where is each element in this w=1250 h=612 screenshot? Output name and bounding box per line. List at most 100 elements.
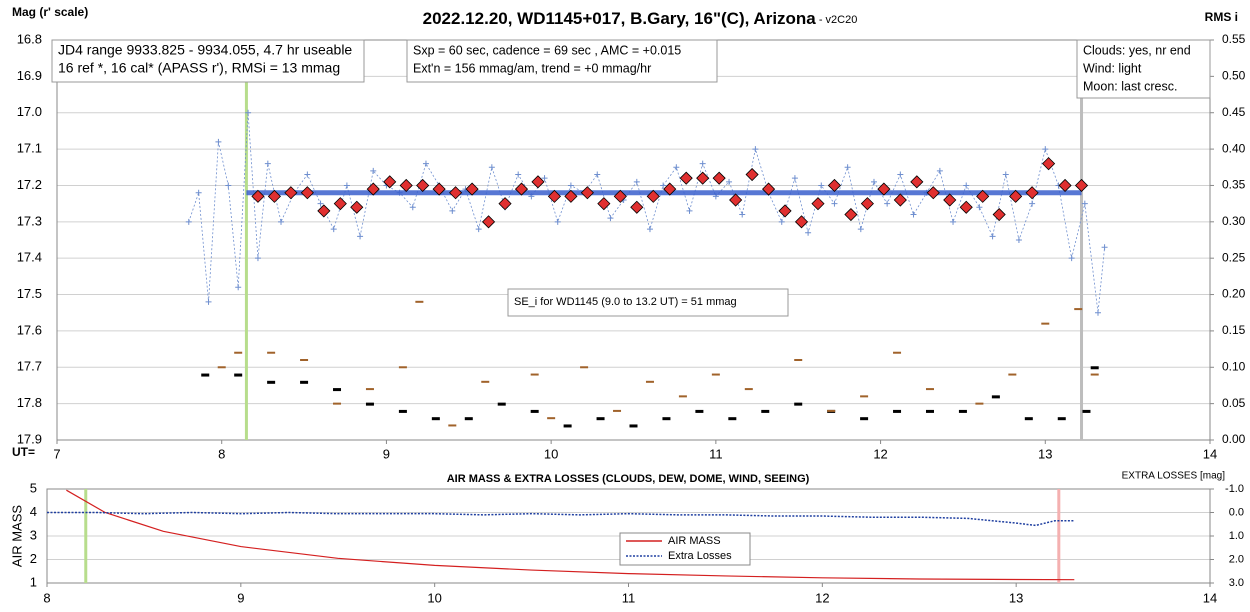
title: 2022.12.20, WD1145+017, B.Gary, 16"(C), … [423, 9, 817, 28]
legend-box [619, 532, 751, 566]
point [217, 366, 226, 369]
point [365, 388, 374, 391]
y-tick-label: 17.1 [17, 141, 42, 156]
point [686, 207, 693, 214]
point [300, 186, 314, 200]
y2-tick-label: 0.50 [1222, 69, 1246, 83]
point [267, 189, 281, 203]
point [613, 189, 627, 203]
point [630, 200, 644, 214]
point [1094, 309, 1101, 316]
point [251, 189, 265, 203]
point [333, 402, 342, 405]
y2-tick-label: 0.00 [1222, 432, 1246, 446]
y2-tick-label: 0.20 [1222, 287, 1246, 301]
point [728, 417, 737, 421]
x-tick-label: 14 [1203, 590, 1217, 605]
annotation: JD4 range 9933.825 - 9934.055, 4.7 hr us… [58, 42, 352, 58]
x-tick-label: 11 [622, 590, 636, 605]
point [663, 182, 677, 196]
point [264, 160, 271, 167]
y-axis-label: AIR MASS [9, 505, 24, 567]
point [195, 189, 202, 196]
point [547, 417, 556, 420]
y2-axis-label: EXTRA LOSSES [mag] [1122, 471, 1226, 482]
point [959, 200, 973, 214]
point [831, 200, 838, 207]
point [399, 178, 413, 193]
annotation: Wind: light [1083, 61, 1142, 75]
y2-tick-label: 0.25 [1222, 250, 1246, 264]
point [844, 164, 851, 171]
point [498, 197, 512, 211]
y2-tick-label: 0.40 [1222, 141, 1246, 155]
point [488, 164, 495, 171]
annotation-box [507, 288, 789, 317]
x-tick-label: 10 [544, 446, 558, 461]
point [975, 402, 984, 405]
y2-tick-label: 0.10 [1222, 359, 1246, 373]
point [762, 182, 776, 196]
point [317, 200, 324, 207]
point [860, 197, 874, 211]
y2-tick-label: 0.0 [1229, 506, 1244, 518]
point [267, 380, 276, 384]
y2-tick-label: 0.15 [1222, 323, 1246, 337]
point [1101, 244, 1108, 251]
y2-tick-label: 0.05 [1222, 396, 1246, 410]
point [958, 409, 967, 413]
point [564, 189, 578, 203]
point [343, 182, 350, 189]
point [857, 226, 864, 233]
point [893, 193, 907, 207]
annotation: SE_i for WD1145 (9.0 to 13.2 UT) = 51 mm… [514, 296, 737, 308]
point [897, 171, 904, 178]
point [431, 417, 440, 421]
chart-title: 2022.12.20, WD1145+017, B.Gary, 16"(C), … [423, 9, 858, 28]
point [818, 182, 825, 189]
y-tick-label: 17.0 [17, 104, 42, 119]
point [357, 233, 364, 240]
point [596, 417, 605, 421]
point [963, 182, 970, 189]
point [860, 417, 869, 421]
point [448, 424, 457, 427]
point [497, 402, 506, 406]
point [1074, 178, 1089, 193]
point [791, 175, 798, 182]
point [1015, 237, 1022, 243]
point [794, 215, 809, 229]
point [893, 351, 902, 354]
point [597, 197, 611, 211]
line [47, 511, 1075, 527]
x-tick-label: 14 [1203, 446, 1217, 461]
point [1058, 178, 1072, 193]
x-tick-label: 11 [709, 446, 723, 461]
point [870, 178, 877, 185]
annotation-box [406, 39, 718, 83]
point [729, 193, 743, 207]
point [662, 417, 671, 421]
point [1082, 409, 1091, 413]
point [925, 409, 934, 413]
point [398, 409, 407, 413]
plot-frame [46, 488, 1211, 584]
y-tick-label: 17.9 [17, 431, 42, 446]
point [678, 395, 687, 398]
point [726, 178, 733, 185]
point [475, 226, 482, 233]
point [284, 186, 298, 200]
point [464, 417, 473, 421]
point [1042, 157, 1056, 171]
point [926, 186, 940, 200]
x-tick-label: 13 [1009, 590, 1023, 605]
point [646, 189, 660, 203]
point [976, 189, 990, 203]
y-tick-label: 16.9 [17, 68, 42, 83]
y-tick-label: 3 [30, 527, 37, 542]
point [530, 373, 539, 376]
point [350, 200, 364, 214]
x-tick-label: 9 [383, 446, 390, 461]
point [185, 218, 192, 225]
point [712, 171, 726, 185]
